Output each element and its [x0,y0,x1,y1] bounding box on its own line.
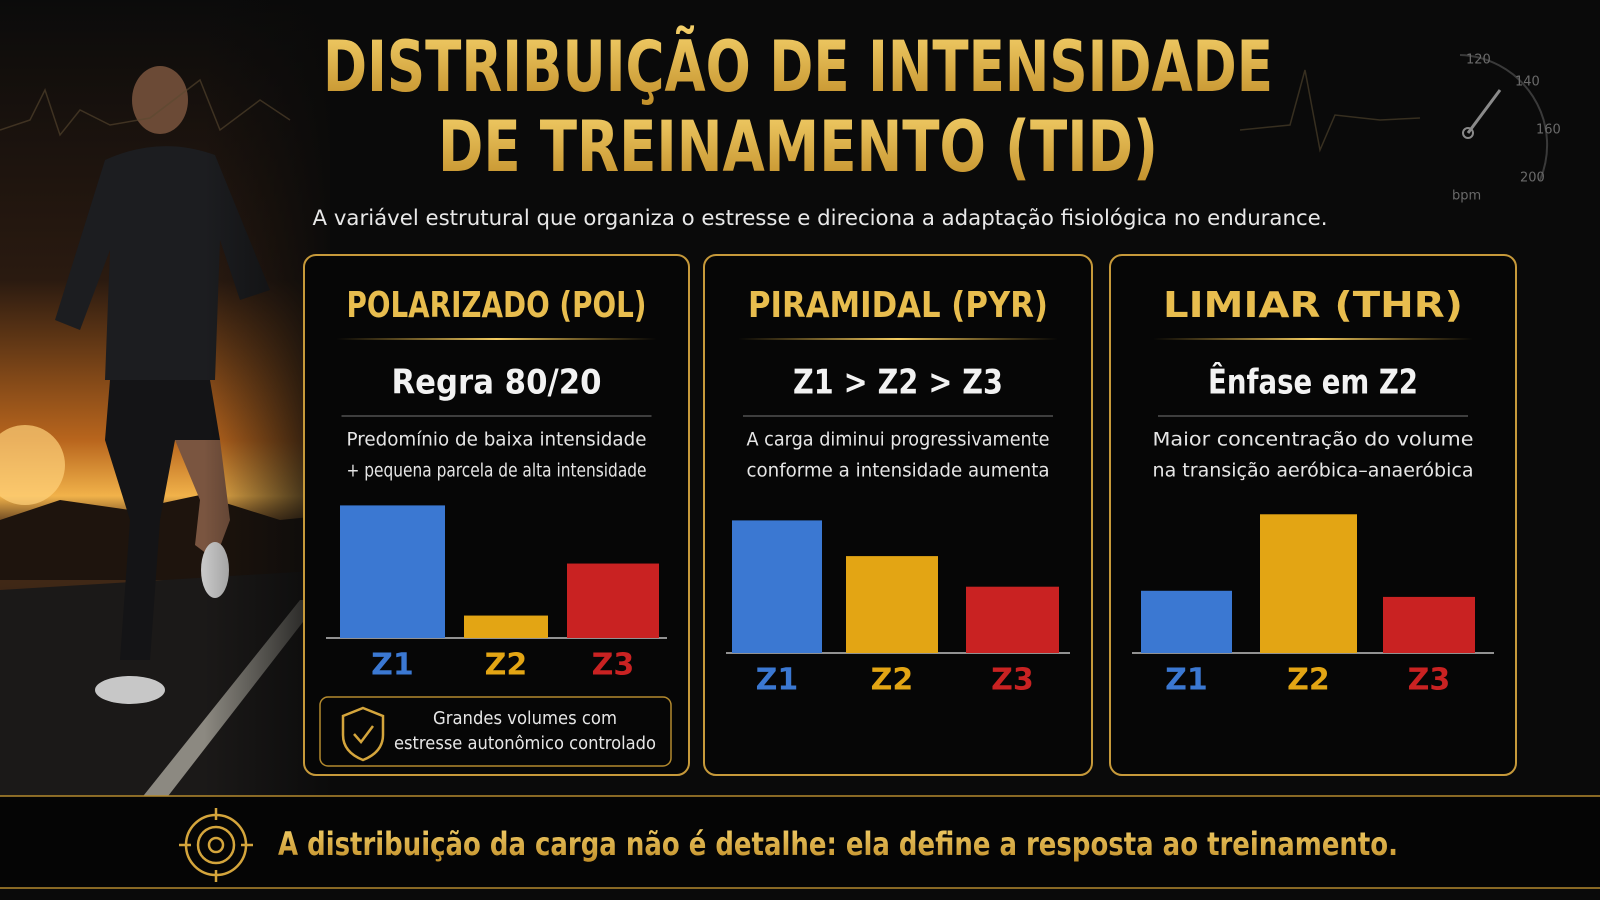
target-icon [179,808,253,882]
bar [567,563,659,638]
panel-title: POLARIZADO (POL) [347,285,647,326]
scene-fade [0,0,340,800]
bar [1260,514,1357,653]
note-text: estresse autonômico controlado [394,733,656,754]
category-label: Z1 [1165,663,1208,698]
gauge-tick: 200 [1520,171,1545,186]
category-label: Z2 [1287,663,1330,698]
category-label: Z1 [371,648,414,683]
gauge-labels: 120 140 160 200 bpm [1452,53,1561,204]
title-rule [1153,338,1473,340]
gauge-hub [1462,127,1474,139]
title-line: DISTRIBUIÇÃO DE INTENSIDADE [323,26,1273,108]
panel-description: A carga diminui progressivamente [747,429,1050,451]
panel [303,254,690,776]
bar [464,615,548,638]
note-box [319,696,672,767]
panel-description: na transição aeróbica–anaeróbica [1153,460,1474,482]
category-label: Z3 [592,648,635,683]
gauge-tick: 120 [1466,53,1491,68]
footer-text: A distribuição da carga não é detalhe: e… [278,825,1398,863]
category-label: Z2 [871,663,914,698]
gauge-needle [1466,89,1502,134]
ecg-left [0,78,291,137]
category-label: Z2 [485,648,528,683]
title-rule [336,338,657,340]
shield-icon [341,706,385,762]
category-label: Z3 [991,663,1034,698]
panel-title: LIMIAR (THR) [1163,285,1463,326]
category-label: Z1 [756,663,799,698]
ecg-right [1239,69,1421,153]
panel-subtitle: Regra 80/20 [392,363,602,403]
footer-band [0,796,1600,888]
gauge-arc [1459,54,1549,181]
gauge-tick: 140 [1515,75,1540,90]
gauge-unit: bpm [1452,189,1481,204]
panel-description: Maior concentração do volume [1153,429,1474,451]
panel-subtitle: Ênfase em Z2 [1208,362,1418,403]
gauge-tick: 160 [1536,123,1561,138]
bar [1383,596,1475,653]
title-line: DE TREINAMENTO (TID) [438,106,1158,188]
panel-description: + pequena parcela de alta intensidade [347,460,647,482]
panel-title: PIRAMIDAL (PYR) [748,285,1048,326]
bar [1141,590,1232,653]
bar [340,505,445,638]
panel-description: conforme a intensidade aumenta [747,460,1050,482]
panel-description: Predomínio de baixa intensidade [347,429,647,451]
title-rule [738,338,1058,340]
bar [846,556,938,653]
panel-subtitle: Z1 > Z2 > Z3 [793,363,1003,403]
bar [732,520,822,653]
category-label: Z3 [1408,663,1451,698]
note-text: Grandes volumes com [433,708,617,729]
bar [966,586,1059,653]
subtitle: A variável estrutural que organiza o est… [313,206,1328,230]
